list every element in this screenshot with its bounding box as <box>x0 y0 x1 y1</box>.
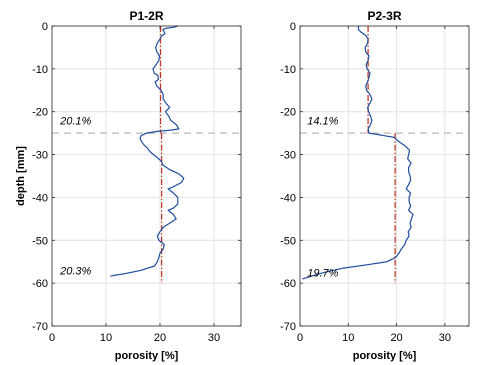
x-tick-label: 10 <box>342 332 354 344</box>
y-tick-label: -30 <box>280 150 296 162</box>
plot-area <box>300 26 469 326</box>
x-tick-label: 0 <box>297 332 303 344</box>
y-tick-label: 0 <box>290 21 296 33</box>
axes-box <box>299 25 470 327</box>
y-tick-label: -40 <box>280 192 296 204</box>
x-tick-label: 20 <box>154 332 166 344</box>
y-tick-label: -50 <box>280 235 296 247</box>
x-axis-label: porosity [%] <box>115 350 179 362</box>
y-axis-label: depth [mm] <box>15 146 27 206</box>
x-tick-label: 10 <box>100 332 112 344</box>
y-tick-label: -30 <box>32 150 48 162</box>
x-tick-label: 30 <box>439 332 451 344</box>
y-tick-label: 0 <box>42 21 48 33</box>
x-tick-label: 30 <box>208 332 220 344</box>
annotation-label: 20.1% <box>59 116 91 128</box>
annotation-label: 20.3% <box>59 266 91 278</box>
panel-p1-2r: 0 10 20 30 0 -10 -20 -30 -40 -50 -60 -70 20.1% 20.3% P… <box>15 9 242 362</box>
x-tick-label: 0 <box>49 332 55 344</box>
chart-title: P2-3R <box>367 9 401 23</box>
y-tick-label: -70 <box>32 321 48 333</box>
chart-title: P1-2R <box>129 9 163 23</box>
y-tick-label: -20 <box>32 107 48 119</box>
annotation-label: 19.7% <box>307 268 338 280</box>
y-tick-label: -10 <box>32 64 48 76</box>
porosity-profile-line <box>110 25 185 277</box>
annotation-label: 14.1% <box>307 116 338 128</box>
porosity-profile-line <box>302 26 414 280</box>
y-tick-label: -60 <box>280 278 296 290</box>
y-tick-label: -40 <box>32 192 48 204</box>
x-axis-label: porosity [%] <box>353 350 417 362</box>
y-tick-label: -10 <box>280 64 296 76</box>
y-tick-label: -60 <box>32 278 48 290</box>
axes-box <box>51 25 242 327</box>
y-tick-label: -70 <box>280 321 296 333</box>
y-tick-label: -50 <box>32 235 48 247</box>
x-tick-label: 20 <box>390 332 402 344</box>
panel-p2-3r: 0 10 20 30 0 -10 -20 -30 -40 -50 -60 -70 14.1% 19.7% P… <box>280 9 470 362</box>
y-tick-label: -20 <box>280 107 296 119</box>
plot-area <box>52 26 241 326</box>
